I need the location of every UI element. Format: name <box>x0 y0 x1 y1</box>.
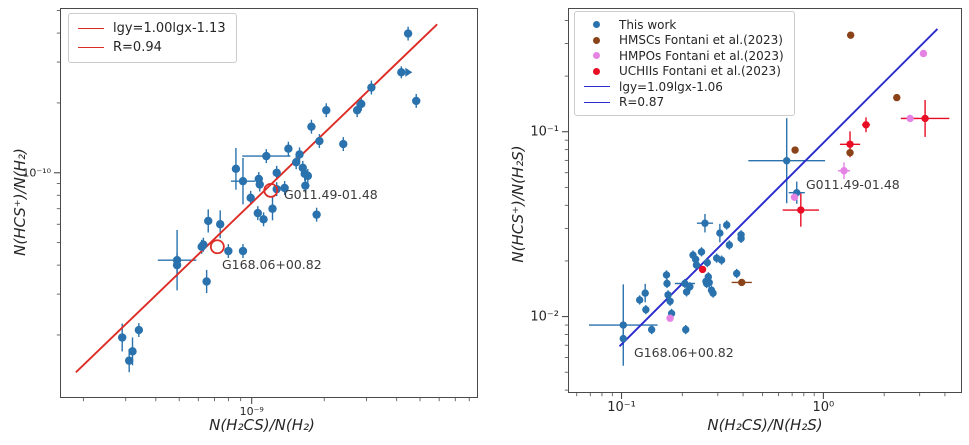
legend-item: HMPOs Fontani et al.(2023) <box>584 48 784 64</box>
left-plot-xlabel: N(H₂CS)/N(H₂) <box>209 416 315 434</box>
legend-line-swatch <box>584 101 610 103</box>
x-tick-label: 10⁻¹ <box>607 400 636 415</box>
x-tick-label: 10⁰ <box>812 400 835 415</box>
legend-label: HMSCs Fontani et al.(2023) <box>619 33 783 48</box>
right-plot-ylabel: N(HCS⁺)/N(H₂S) <box>509 145 527 263</box>
legend-label: lgy=1.00lgx-1.13 <box>113 21 226 36</box>
y-tick-label: 10⁻² <box>530 309 559 325</box>
legend-label: This work <box>619 17 677 32</box>
legend-item: UCHIIs Fontani et al.(2023) <box>584 64 784 80</box>
legend-item: lgy=1.09lgx-1.06 <box>584 79 784 95</box>
legend-line-swatch <box>78 28 104 29</box>
legend-item: R=0.94 <box>78 38 226 57</box>
legend-line-swatch <box>584 86 610 88</box>
legend-dot-swatch <box>593 36 600 44</box>
left-plot-ylabel: N(HCS⁺)/N(H₂) <box>11 148 29 256</box>
legend-dot-swatch <box>593 21 600 29</box>
legend-label: lgy=1.09lgx-1.06 <box>619 79 723 94</box>
annotation-g011-right: G011.49-01.48 <box>806 177 900 192</box>
legend-line-swatch <box>78 47 104 48</box>
x-tick-label: 10⁻⁹ <box>239 405 264 418</box>
legend-label: R=0.94 <box>113 40 162 55</box>
legend-item: lgy=1.00lgx-1.13 <box>78 19 226 38</box>
annotation-g168-left: G168.06+00.82 <box>222 257 322 272</box>
legend-item: This work <box>584 17 784 33</box>
legend-dot-swatch <box>593 67 600 75</box>
legend-item: HMSCs Fontani et al.(2023) <box>584 33 784 49</box>
legend-dot-swatch <box>593 52 600 60</box>
left-plot-legend: lgy=1.00lgx-1.13 R=0.94 <box>68 13 237 63</box>
right-plot-legend: This work HMSCs Fontani et al.(2023) HMPOs… <box>574 11 795 116</box>
legend-item: R=0.87 <box>584 95 784 111</box>
legend-label: HMPOs Fontani et al.(2023) <box>619 48 784 63</box>
right-plot-xlabel: N(H₂CS)/N(H₂S) <box>707 416 823 434</box>
y-tick-label: 10⁻¹⁰ <box>22 166 51 180</box>
legend-label: UCHIIs Fontani et al.(2023) <box>619 64 781 79</box>
annotation-g011-left: G011.49-01.48 <box>284 187 378 202</box>
legend-label: R=0.87 <box>619 95 665 110</box>
y-tick-label: 10⁻¹ <box>530 124 559 140</box>
right-plot-canvas <box>562 20 950 399</box>
left-plot-canvas <box>54 10 470 404</box>
annotation-g168-right: G168.06+00.82 <box>634 345 734 360</box>
